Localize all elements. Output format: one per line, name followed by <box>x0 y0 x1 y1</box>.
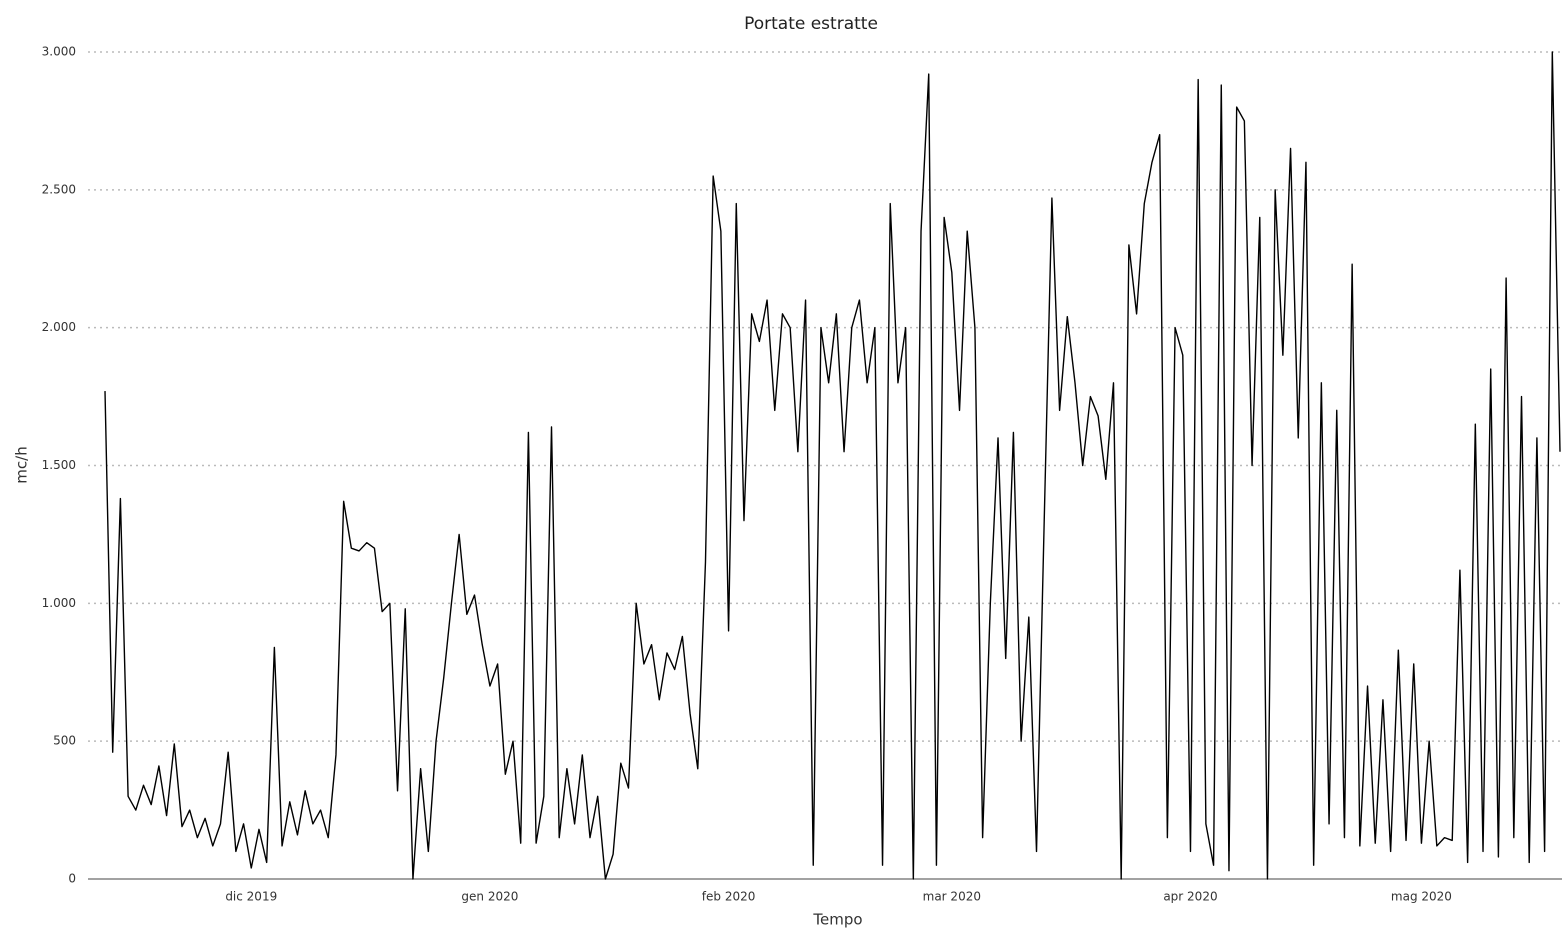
x-tick-label: dic 2019 <box>225 890 277 904</box>
y-tick-label: 500 <box>53 734 76 748</box>
x-tick-label: mag 2020 <box>1391 890 1452 904</box>
x-tick-label: feb 2020 <box>702 890 756 904</box>
series-line <box>104 51 1561 880</box>
x-axis-label: Tempo <box>812 911 862 929</box>
y-tick-label: 1.000 <box>42 596 76 610</box>
y-axis-label: mc/h <box>13 446 31 483</box>
y-tick-label: 2.500 <box>42 182 76 196</box>
y-tick-label: 3.000 <box>42 45 76 59</box>
y-tick-label: 1.500 <box>42 458 76 472</box>
x-tick-label: gen 2020 <box>461 890 518 904</box>
x-tick-label: apr 2020 <box>1163 890 1217 904</box>
y-tick-label: 0 <box>68 872 76 886</box>
chart-title: Portate estratte <box>744 14 878 34</box>
x-tick-label: mar 2020 <box>923 890 981 904</box>
y-tick-label: 2.000 <box>42 320 76 334</box>
